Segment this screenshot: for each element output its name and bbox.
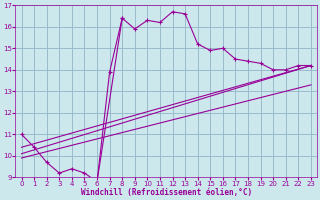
X-axis label: Windchill (Refroidissement éolien,°C): Windchill (Refroidissement éolien,°C) [81, 188, 252, 197]
